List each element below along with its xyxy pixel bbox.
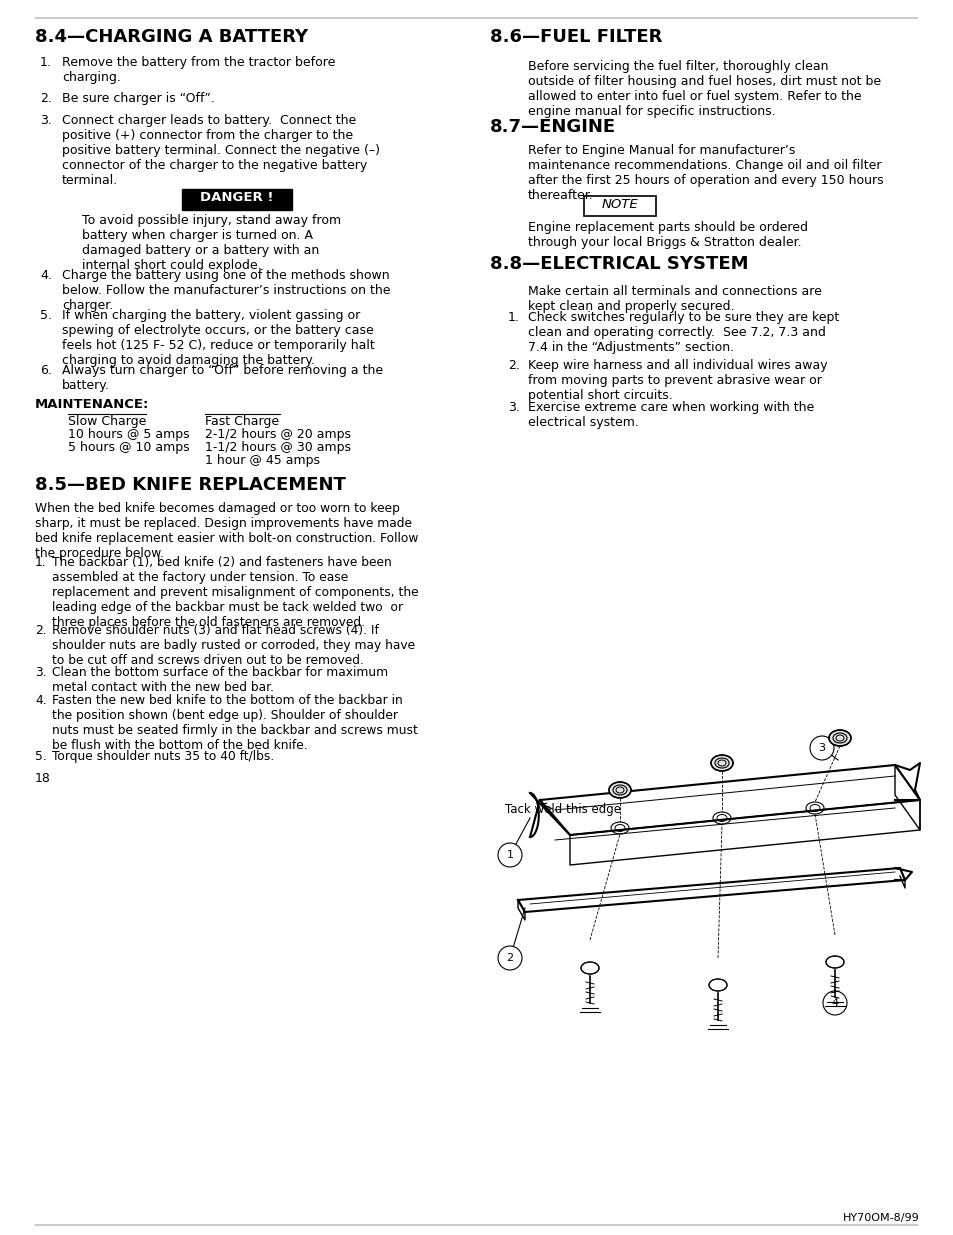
Text: 4: 4	[831, 998, 838, 1008]
Text: Always turn charger to “Off” before removing a the
battery.: Always turn charger to “Off” before remo…	[62, 364, 383, 391]
Text: Fasten the new bed knife to the bottom of the backbar in
the position shown (ben: Fasten the new bed knife to the bottom o…	[52, 694, 417, 752]
Text: 2: 2	[506, 953, 513, 963]
Text: HY70OM-8/99: HY70OM-8/99	[842, 1213, 919, 1223]
Text: 8.7—ENGINE: 8.7—ENGINE	[490, 119, 616, 136]
Text: 2.: 2.	[40, 91, 51, 105]
Text: To avoid possible injury, stand away from
battery when charger is turned on. A
d: To avoid possible injury, stand away fro…	[82, 214, 341, 272]
Text: 5 hours @ 10 amps: 5 hours @ 10 amps	[68, 441, 190, 454]
FancyBboxPatch shape	[182, 189, 292, 210]
Ellipse shape	[825, 956, 843, 968]
Text: When the bed knife becomes damaged or too worn to keep
sharp, it must be replace: When the bed knife becomes damaged or to…	[35, 501, 418, 559]
Text: Charge the battery using one of the methods shown
below. Follow the manufacturer: Charge the battery using one of the meth…	[62, 269, 390, 312]
Text: Connect charger leads to battery.  Connect the
positive (+) connector from the c: Connect charger leads to battery. Connec…	[62, 114, 379, 186]
Text: Make certain all terminals and connections are
kept clean and properly secured.: Make certain all terminals and connectio…	[527, 285, 821, 312]
Text: 18: 18	[35, 772, 51, 785]
Text: Fast Charge: Fast Charge	[205, 415, 279, 429]
Text: Tack weld this edge: Tack weld this edge	[504, 804, 620, 816]
Text: Clean the bottom surface of the backbar for maximum
metal contact with the new b: Clean the bottom surface of the backbar …	[52, 666, 388, 694]
Text: 10 hours @ 5 amps: 10 hours @ 5 amps	[68, 429, 190, 441]
Text: Engine replacement parts should be ordered
through your local Briggs & Stratton : Engine replacement parts should be order…	[527, 221, 807, 249]
Text: Be sure charger is “Off”.: Be sure charger is “Off”.	[62, 91, 214, 105]
Ellipse shape	[828, 730, 850, 746]
Text: 8.4—CHARGING A BATTERY: 8.4—CHARGING A BATTERY	[35, 28, 308, 46]
Ellipse shape	[608, 782, 630, 798]
Text: Remove shoulder nuts (3) and flat head screws (4). If
shoulder nuts are badly ru: Remove shoulder nuts (3) and flat head s…	[52, 624, 415, 667]
Text: 8.8—ELECTRICAL SYSTEM: 8.8—ELECTRICAL SYSTEM	[490, 254, 748, 273]
Text: 1.: 1.	[35, 556, 47, 569]
Text: 3.: 3.	[40, 114, 51, 127]
Text: If when charging the battery, violent gassing or
spewing of electrolyte occurs, : If when charging the battery, violent ga…	[62, 309, 375, 367]
Ellipse shape	[580, 962, 598, 974]
Text: Check switches regularly to be sure they are kept
clean and operating correctly.: Check switches regularly to be sure they…	[527, 311, 839, 354]
Text: 1-1/2 hours @ 30 amps: 1-1/2 hours @ 30 amps	[205, 441, 351, 454]
Text: 6.: 6.	[40, 364, 51, 377]
FancyBboxPatch shape	[583, 196, 656, 216]
Text: 1: 1	[506, 850, 513, 860]
Text: 5.: 5.	[40, 309, 52, 322]
Text: Remove the battery from the tractor before
charging.: Remove the battery from the tractor befo…	[62, 56, 335, 84]
Text: 1.: 1.	[40, 56, 51, 69]
Text: Slow Charge: Slow Charge	[68, 415, 146, 429]
Text: 8.5—BED KNIFE REPLACEMENT: 8.5—BED KNIFE REPLACEMENT	[35, 475, 346, 494]
Text: 3.: 3.	[35, 666, 47, 679]
Text: 2-1/2 hours @ 20 amps: 2-1/2 hours @ 20 amps	[205, 429, 351, 441]
Text: 4.: 4.	[40, 269, 51, 282]
Text: 3: 3	[818, 743, 824, 753]
Text: MAINTENANCE:: MAINTENANCE:	[35, 398, 150, 411]
Text: 4.: 4.	[35, 694, 47, 706]
Text: Refer to Engine Manual for manufacturer’s
maintenance recommendations. Change oi: Refer to Engine Manual for manufacturer’…	[527, 144, 882, 203]
Text: 1 hour @ 45 amps: 1 hour @ 45 amps	[205, 454, 319, 467]
Text: 2.: 2.	[507, 359, 519, 372]
Text: The backbar (1), bed knife (2) and fasteners have been
assembled at the factory : The backbar (1), bed knife (2) and faste…	[52, 556, 418, 629]
Ellipse shape	[710, 755, 732, 771]
Text: 8.6—FUEL FILTER: 8.6—FUEL FILTER	[490, 28, 661, 46]
Text: 1.: 1.	[507, 311, 519, 324]
Ellipse shape	[708, 979, 726, 990]
Text: DANGER !: DANGER !	[200, 191, 274, 204]
Text: Torque shoulder nuts 35 to 40 ft/lbs.: Torque shoulder nuts 35 to 40 ft/lbs.	[52, 750, 274, 763]
Text: Exercise extreme care when working with the
electrical system.: Exercise extreme care when working with …	[527, 401, 814, 429]
Text: 2.: 2.	[35, 624, 47, 637]
Text: Before servicing the fuel filter, thoroughly clean
outside of filter housing and: Before servicing the fuel filter, thorou…	[527, 61, 881, 119]
Text: Keep wire harness and all individual wires away
from moving parts to prevent abr: Keep wire harness and all individual wir…	[527, 359, 827, 403]
Text: 3.: 3.	[507, 401, 519, 414]
Text: 5.: 5.	[35, 750, 47, 763]
Text: NOTE: NOTE	[601, 198, 638, 211]
